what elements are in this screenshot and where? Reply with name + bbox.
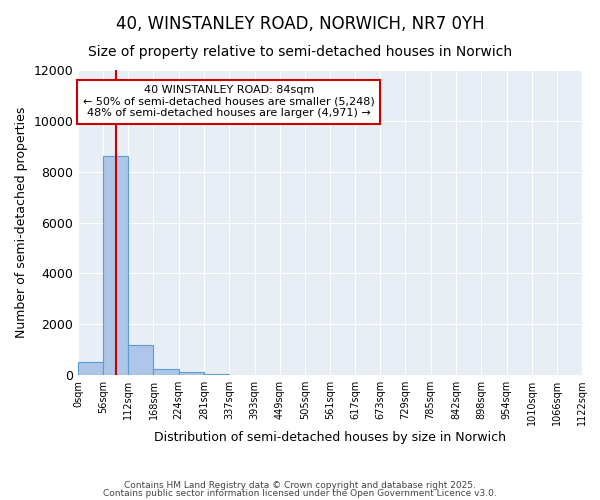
Bar xyxy=(78,362,103,375)
Bar xyxy=(154,368,179,375)
Bar xyxy=(204,374,229,375)
Bar xyxy=(128,344,154,375)
Text: Contains HM Land Registry data © Crown copyright and database right 2025.: Contains HM Land Registry data © Crown c… xyxy=(124,481,476,490)
Text: 40 WINSTANLEY ROAD: 84sqm
← 50% of semi-detached houses are smaller (5,248)
48% : 40 WINSTANLEY ROAD: 84sqm ← 50% of semi-… xyxy=(83,85,375,118)
Text: Contains public sector information licensed under the Open Government Licence v3: Contains public sector information licen… xyxy=(103,488,497,498)
Bar xyxy=(103,156,128,375)
Y-axis label: Number of semi-detached properties: Number of semi-detached properties xyxy=(15,107,28,338)
Text: 40, WINSTANLEY ROAD, NORWICH, NR7 0YH: 40, WINSTANLEY ROAD, NORWICH, NR7 0YH xyxy=(116,15,484,33)
Text: Size of property relative to semi-detached houses in Norwich: Size of property relative to semi-detach… xyxy=(88,45,512,59)
X-axis label: Distribution of semi-detached houses by size in Norwich: Distribution of semi-detached houses by … xyxy=(154,431,506,444)
Bar xyxy=(179,372,204,375)
